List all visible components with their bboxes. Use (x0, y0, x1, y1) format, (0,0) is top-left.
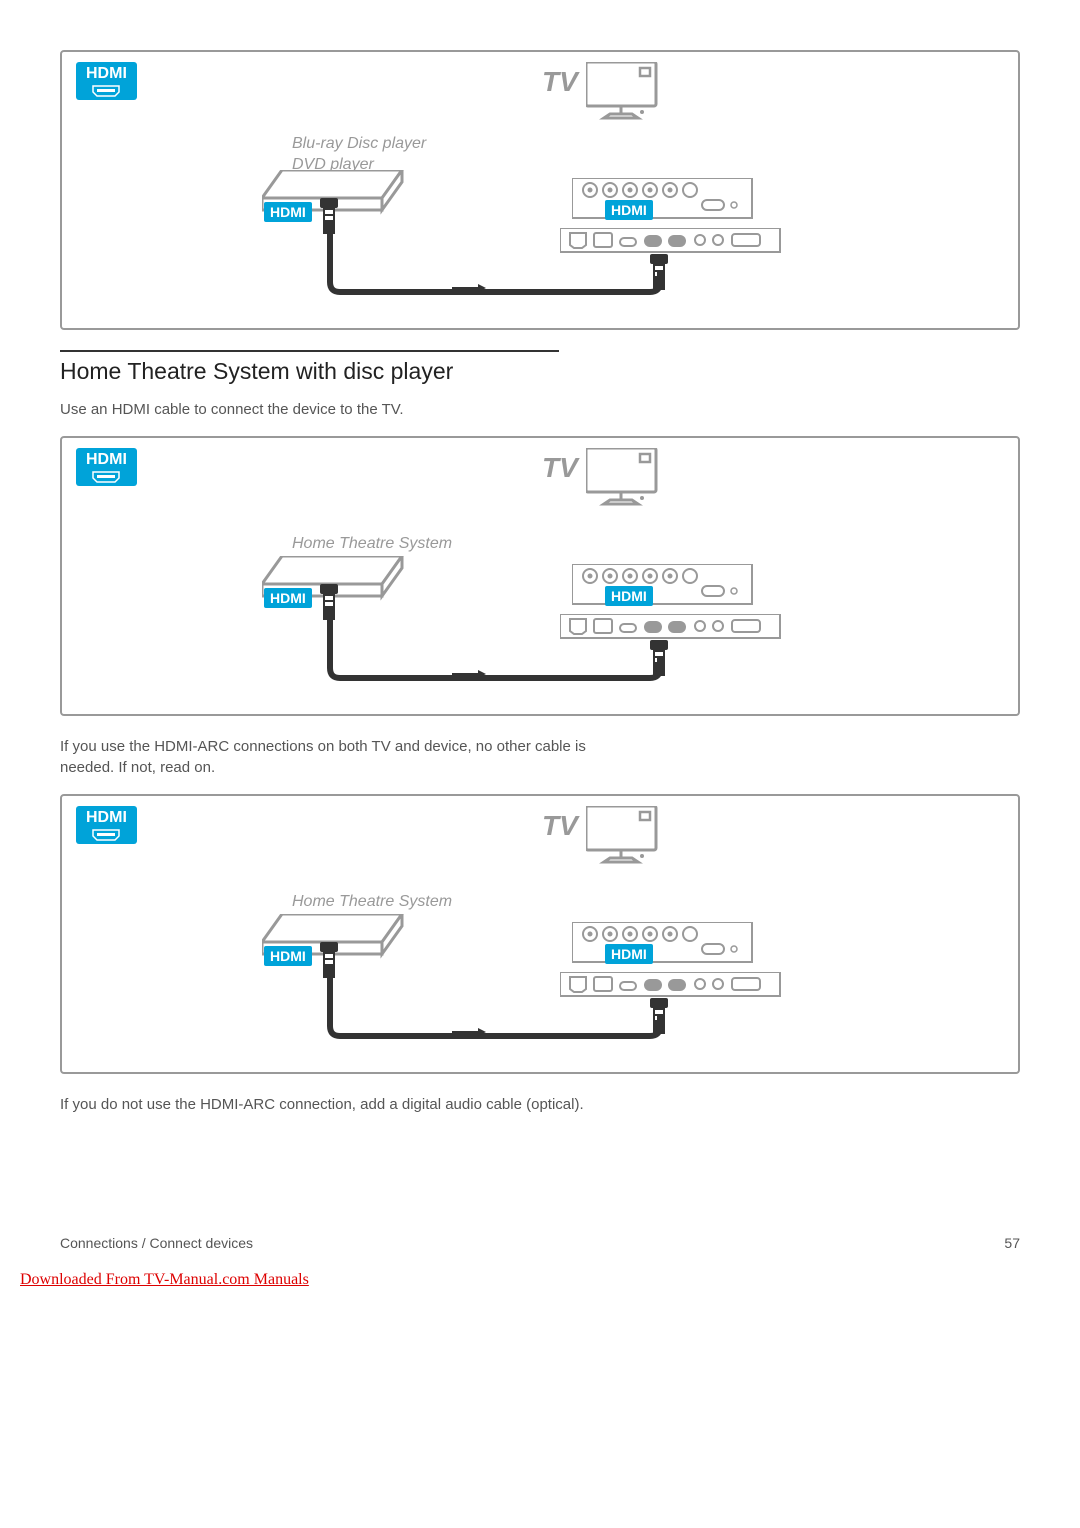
tv-label: TV (542, 810, 578, 842)
breadcrumb: Connections / Connect devices (60, 1235, 253, 1251)
tv-label: TV (542, 452, 578, 484)
tv-back-panel-icon (572, 564, 762, 608)
hdmi-badge-icon: HDMI (76, 806, 137, 844)
device-label: Home Theatre System (292, 892, 452, 913)
hdmi-source-label: HDMI (264, 202, 312, 222)
arrow-icon (452, 670, 492, 680)
tv-back-panel-icon (572, 178, 762, 222)
section-title: Home Theatre System with disc player (60, 358, 1020, 385)
tv-icon (586, 62, 666, 122)
hdmi-dest-label: HDMI (605, 944, 653, 964)
cable-icon (322, 232, 672, 312)
section-rule (60, 350, 559, 352)
diagram-hts-hdmi-2: HDMI Home Theatre System HDMI TV HDMI (60, 794, 1020, 1074)
device-label: Home Theatre System (292, 534, 452, 555)
hdmi-source-label: HDMI (264, 588, 312, 608)
hdmi-source-label: HDMI (264, 946, 312, 966)
diagram-bluray-hdmi: HDMI Blu-ray Disc player DVD player HDMI… (60, 50, 1020, 330)
tv-label: TV (542, 66, 578, 98)
diagram-hts-hdmi: HDMI Home Theatre System HDMI TV HDMI (60, 436, 1020, 716)
tv-back-panel-icon (572, 922, 762, 966)
cable-icon (322, 618, 672, 698)
page-number: 57 (1004, 1235, 1020, 1251)
device-line1: Home Theatre System (292, 534, 452, 555)
tv-icon (586, 448, 666, 508)
arrow-icon (452, 1028, 492, 1038)
download-link[interactable]: Downloaded From TV-Manual.com Manuals (20, 1271, 1020, 1289)
para-optical: If you do not use the HDMI-ARC connectio… (60, 1094, 588, 1115)
hdmi-badge-text: HDMI (86, 809, 127, 826)
tv-icon (586, 806, 666, 866)
hdmi-badge-icon: HDMI (76, 62, 137, 100)
device-line1: Blu-ray Disc player (292, 134, 426, 155)
cable-icon (322, 976, 672, 1056)
page-footer: Connections / Connect devices 57 (60, 1235, 1020, 1251)
para-arc: If you use the HDMI-ARC connections on b… (60, 736, 588, 778)
arrow-icon (452, 284, 492, 294)
hdmi-dest-label: HDMI (605, 200, 653, 220)
hdmi-badge-text: HDMI (86, 451, 127, 468)
device-line1: Home Theatre System (292, 892, 452, 913)
section-intro: Use an HDMI cable to connect the device … (60, 399, 588, 420)
hdmi-badge-icon: HDMI (76, 448, 137, 486)
hdmi-dest-label: HDMI (605, 586, 653, 606)
hdmi-badge-text: HDMI (86, 65, 127, 82)
